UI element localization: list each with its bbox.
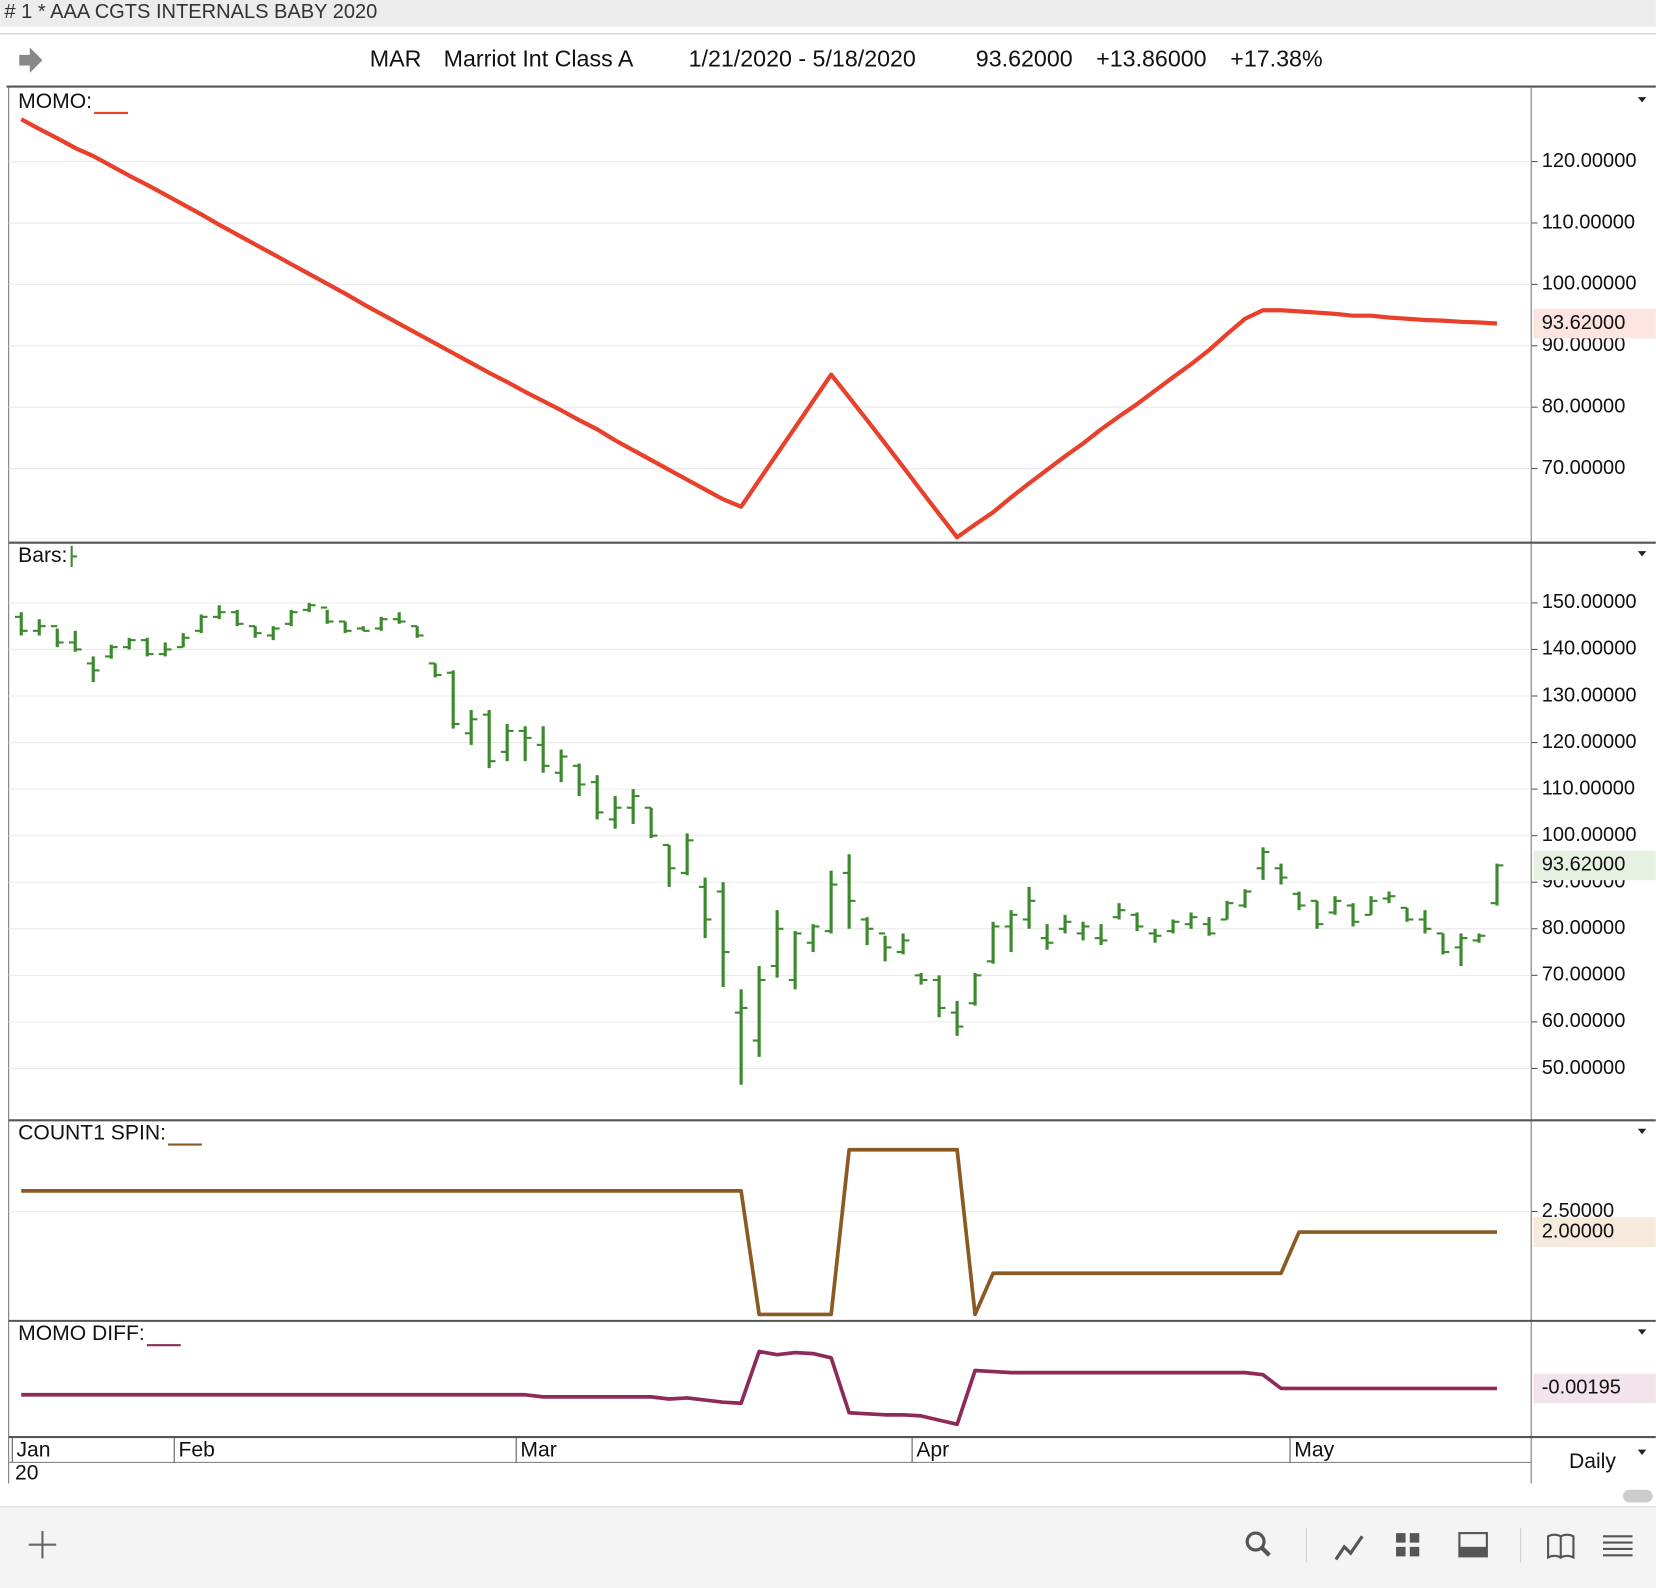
panel-title: Bars: [18, 544, 67, 567]
add-button[interactable] [28, 1530, 57, 1559]
period[interactable]: Daily [1569, 1450, 1616, 1473]
last-value-tag [1533, 1217, 1656, 1247]
book-button[interactable] [1547, 1533, 1575, 1560]
chart-button[interactable] [1334, 1535, 1364, 1561]
y-tick-label: 150.00000 [1542, 591, 1637, 613]
y-tick-label: 2.50000 [1542, 1200, 1614, 1222]
panel-button[interactable] [1458, 1532, 1488, 1558]
y-tick-label: 110.00000 [1542, 777, 1635, 799]
y-tick-label: 120.00000 [1542, 731, 1637, 753]
toolbar [0, 1506, 1656, 1588]
series-line [20, 117, 1498, 540]
y-tick-label: 60.00000 [1542, 1010, 1626, 1032]
symbol: MAR [370, 45, 422, 71]
panel-title: COUNT1 SPIN: [18, 1122, 166, 1145]
last-value-label: 93.62000 [1542, 312, 1626, 334]
series-line [21, 1349, 1497, 1427]
scrollbar[interactable] [1623, 1489, 1653, 1503]
y-tick-label: 130.00000 [1542, 684, 1637, 706]
legend-swatch [70, 545, 77, 567]
panel-title: MOMO DIFF: [18, 1322, 145, 1345]
x-tick-label: Mar [520, 1438, 556, 1461]
y-tick-label: 80.00000 [1542, 395, 1626, 417]
menu-button[interactable] [1602, 1535, 1633, 1557]
x-tick-label: Feb [178, 1438, 214, 1461]
panel-menu-arrows[interactable] [1637, 97, 1647, 1455]
y-tick-label: 140.00000 [1542, 638, 1637, 660]
y-tick-label: 80.00000 [1542, 917, 1626, 939]
panel-title: MOMO: [18, 90, 92, 113]
y-tick-label: 50.00000 [1542, 1057, 1626, 1079]
series-line [21, 1147, 1497, 1317]
layout-button[interactable] [1396, 1533, 1420, 1557]
y-tick-label: 100.00000 [1542, 273, 1637, 295]
last-value-label: -0.00195 [1542, 1377, 1621, 1399]
x-year-label: 20 [15, 1462, 38, 1485]
x-tick-label: May [1294, 1438, 1334, 1461]
change-pct: +17.38% [1230, 45, 1322, 71]
x-tick-label: Apr [916, 1438, 949, 1461]
last-price: 93.62000 [976, 45, 1073, 71]
date-range: 1/21/2020 - 5/18/2020 [689, 45, 916, 71]
arrow-icon[interactable] [19, 47, 43, 73]
y-tick-label: 100.00000 [1542, 824, 1637, 846]
last-value-tag [1533, 1373, 1656, 1404]
y-tick-label: 70.00000 [1542, 964, 1626, 986]
search-button[interactable] [1245, 1531, 1271, 1557]
last-value-tag [1533, 308, 1656, 339]
y-tick-label: 110.00000 [1542, 211, 1635, 233]
y-tick-label: 120.00000 [1542, 150, 1637, 172]
title-bar [0, 0, 1656, 27]
last-value-label: 2.00000 [1542, 1220, 1614, 1242]
window-title: # 1 * AAA CGTS INTERNALS BABY 2020 [4, 1, 377, 23]
last-value-tag [1533, 850, 1656, 881]
change: +13.86000 [1096, 45, 1206, 71]
last-value-label: 93.62000 [1542, 854, 1626, 876]
y-tick-label: 70.00000 [1542, 457, 1626, 479]
x-tick-label: Jan [16, 1438, 50, 1461]
y-tick-label: 90.00000 [1542, 334, 1626, 356]
security-name: Marriot Int Class A [444, 45, 634, 71]
